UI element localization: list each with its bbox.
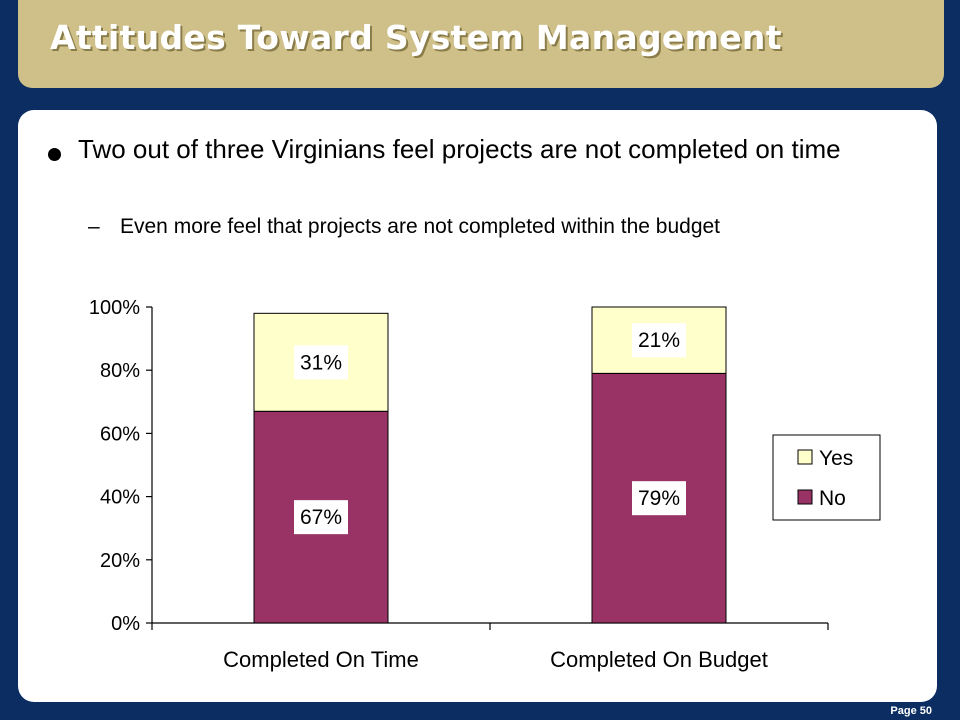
data-label: 31% xyxy=(300,351,342,374)
data-label: 79% xyxy=(638,487,680,510)
data-label: 21% xyxy=(638,329,680,352)
page-number: Page 50 xyxy=(890,705,932,717)
legend-label-no: No xyxy=(819,487,846,510)
legend-swatch-no xyxy=(797,489,813,505)
y-tick-label: 60% xyxy=(100,423,140,445)
sub-bullet-dash: – xyxy=(88,215,100,238)
legend-swatch-yes xyxy=(797,449,813,465)
y-tick-label: 80% xyxy=(100,360,140,382)
y-tick-label: 40% xyxy=(100,487,140,509)
content-panel xyxy=(18,110,937,702)
legend-box xyxy=(772,434,881,521)
y-tick-label: 100% xyxy=(89,297,140,319)
data-label-box xyxy=(294,345,348,380)
data-label-box xyxy=(632,481,686,516)
data-label-box xyxy=(632,323,686,358)
bullet-text: Two out of three Virginians feel project… xyxy=(78,134,841,164)
bullet-dot xyxy=(48,148,61,161)
x-category-label: Completed On Time xyxy=(223,647,419,672)
data-label-box xyxy=(294,500,348,535)
y-tick-label: 0% xyxy=(111,613,140,635)
legend-label-yes: Yes xyxy=(819,447,853,470)
sub-bullet-text: Even more feel that projects are not com… xyxy=(120,215,721,238)
y-tick-label: 20% xyxy=(100,550,140,572)
title-bar: Attitudes Toward System Management xyxy=(18,0,944,88)
slide-title: Attitudes Toward System Management xyxy=(50,18,782,57)
data-label: 67% xyxy=(300,506,342,529)
x-category-label: Completed On Budget xyxy=(550,647,768,672)
